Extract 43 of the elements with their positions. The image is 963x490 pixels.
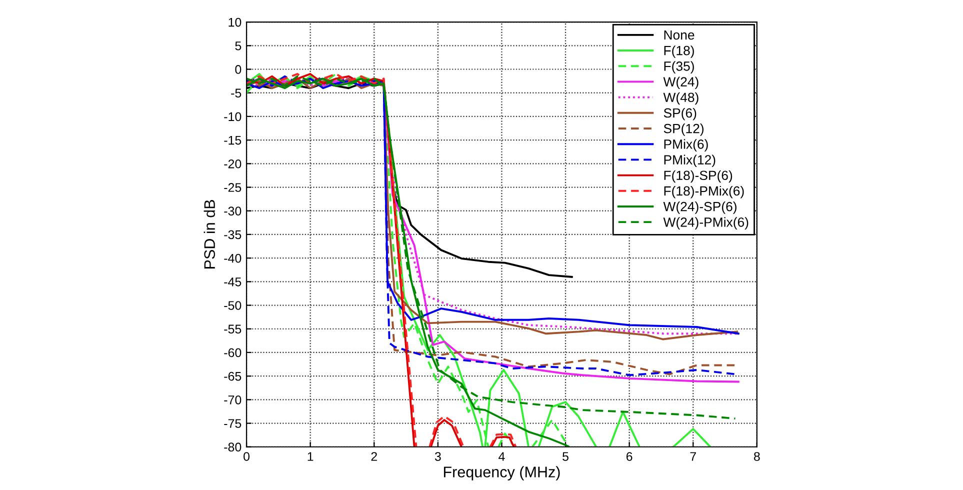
x-tick-label: 5 [562,452,568,461]
y-tick-label: -35 [224,230,242,240]
y-tick-label: 5 [235,42,242,50]
y-tick-label: -10 [224,112,242,122]
y-tick-label: -55 [224,324,242,334]
y-tick-label: -70 [224,395,242,404]
y-tick-label: -65 [224,372,242,381]
legend-label: PMix(12) [664,154,716,168]
y-tick-label: -40 [224,254,242,263]
x-tick-label: 0 [244,452,250,461]
legend-label: None [664,30,694,40]
x-tick-label: 7 [690,452,696,461]
legend-label: W(24)-SP(6) [663,202,736,214]
y-tick-label: -5 [231,88,242,98]
legend-label: F(35) [664,61,694,74]
legend-label: W(24) [663,76,698,90]
y-tick-label: -80 [224,442,242,452]
y-tick-label: -25 [224,183,242,192]
y-tick-label: -30 [224,206,242,216]
y-tick-label: -75 [224,419,242,428]
y-tick-label: -20 [224,159,242,168]
y-axis-title: PSD in dB [204,200,216,268]
legend-label: PMix(6) [664,139,708,152]
x-tick-label: 2 [371,452,377,461]
x-tick-label: 6 [626,452,632,461]
legend-label: F(18) [664,46,694,58]
legend-label: W(24)-PMix(6) [663,217,748,230]
x-tick-label: 1 [308,452,314,461]
y-tick-label: -50 [224,301,242,310]
y-tick-label: 10 [228,18,242,27]
legend-label: W(48) [663,92,698,105]
y-tick-label: -60 [224,348,242,358]
x-tick-label: 8 [754,452,760,461]
y-tick-label: -15 [224,136,242,145]
x-axis-title: Frequency (MHz) [444,466,560,480]
legend-label: F(18)-PMix(6) [664,186,744,198]
y-tick-label: 0 [235,65,242,74]
legend-label: F(18)-SP(6) [664,170,732,183]
x-tick-label: 4 [498,452,505,461]
legend-label: SP(6) [664,108,696,120]
x-tick-label: 3 [434,452,441,461]
y-tick-label: -45 [224,278,242,286]
legend-label: SP(12) [664,124,704,136]
